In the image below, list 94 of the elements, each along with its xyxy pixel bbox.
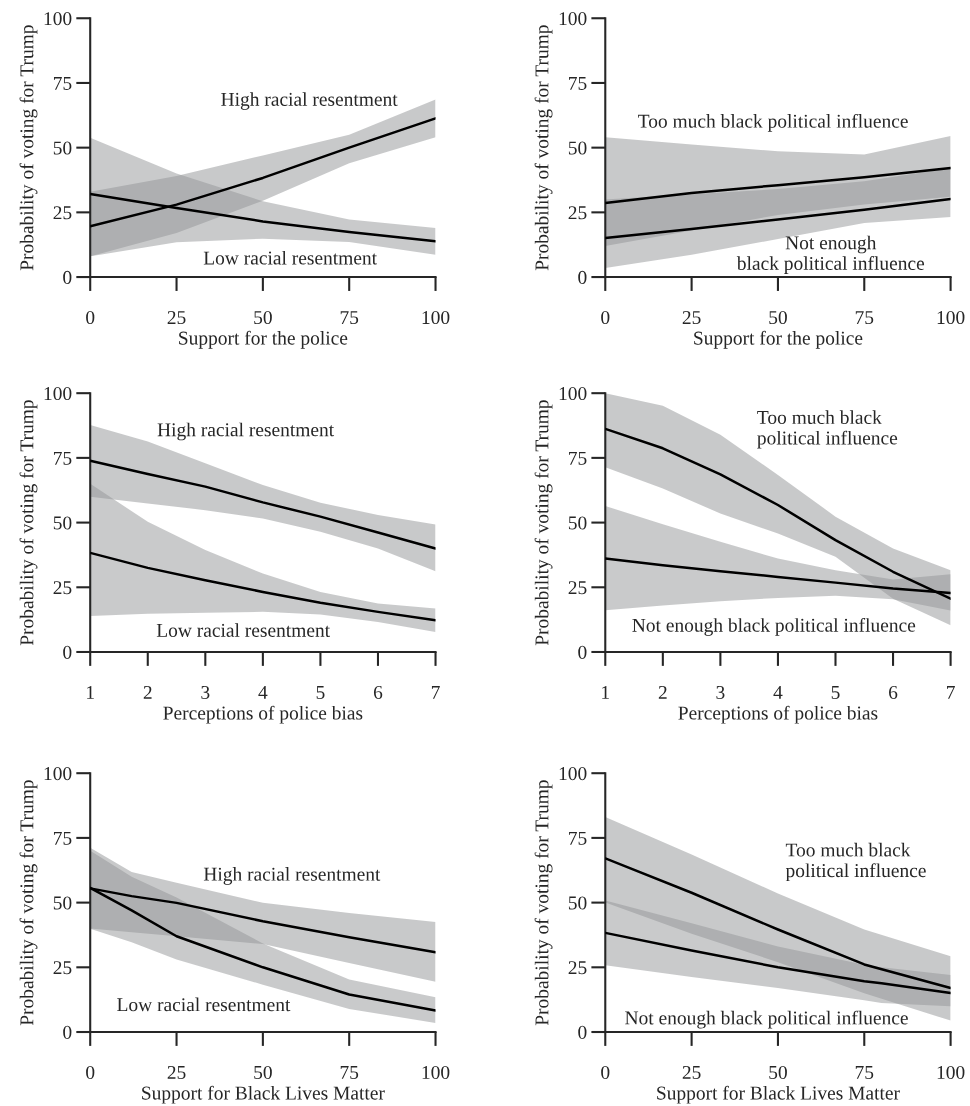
annotation: High racial resentment (203, 867, 381, 885)
x-tick-label: 100 (422, 1065, 450, 1080)
y-tick-label: 75 (53, 76, 72, 90)
y-tick-label: 100 (559, 12, 587, 26)
y-tick-label: 50 (568, 516, 587, 530)
x-tick-label: 75 (855, 311, 874, 325)
line-series (90, 459, 436, 550)
x-tick-label: 0 (601, 1065, 610, 1080)
x-tick-label: 100 (937, 1065, 965, 1080)
line-series (605, 166, 951, 205)
y-tick-label: 100 (44, 387, 72, 401)
y-tick-label: 75 (569, 451, 587, 465)
x-tick-label: 50 (769, 310, 787, 325)
x-tick-label: 6 (373, 685, 383, 699)
y-tick-label: 50 (568, 141, 587, 155)
y-tick-label: 100 (44, 12, 72, 26)
y-tick-label: 50 (53, 141, 72, 155)
x-tick-label: 75 (340, 311, 359, 325)
x-tick-label: 25 (682, 311, 701, 325)
y-axis-title: Probability of voting for Trump (534, 400, 553, 646)
x-tick-label: 4 (258, 686, 268, 699)
x-tick-label: 75 (855, 1066, 874, 1080)
annotation: Not enough black political influence (632, 617, 916, 636)
x-axis-title: Support for the police (694, 330, 863, 349)
y-tick-label: 100 (44, 767, 72, 781)
annotation: Not enough black political influence (625, 1010, 908, 1029)
y-axis-title: Probability of voting for Trump (19, 780, 38, 1026)
x-tick-label: 7 (947, 686, 955, 699)
y-tick-label: 25 (53, 961, 72, 975)
y-axis-title: Probability of voting for Trump (19, 25, 38, 271)
x-tick-label: 7 (431, 686, 440, 699)
x-tick-label: 3 (716, 685, 725, 699)
x-tick-label: 25 (682, 1065, 701, 1080)
x-tick-label: 0 (86, 310, 95, 325)
annotation: Low racial resentment (203, 250, 377, 265)
line-series (90, 551, 436, 622)
y-tick-label: 25 (568, 961, 587, 975)
x-tick-label: 4 (773, 686, 783, 699)
x-axis-title: Support for the police (179, 330, 348, 349)
x-axis-title: Perceptions of police bias (678, 705, 878, 724)
y-tick-label: 25 (53, 206, 72, 220)
y-tick-label: 75 (53, 831, 72, 845)
annotation: Low racial resentment (117, 997, 291, 1012)
annotation: Low racial resentment (156, 623, 330, 637)
y-tick-label: 75 (569, 76, 587, 90)
y-tick-label: 50 (568, 896, 587, 910)
line-series (605, 427, 951, 600)
annotation: Too much black political influence (638, 113, 908, 132)
x-tick-label: 0 (86, 1065, 95, 1080)
y-axis-title: Probability of voting for Trump (534, 780, 553, 1026)
x-axis-title: Perceptions of police bias (163, 705, 363, 724)
x-tick-label: 1 (87, 685, 94, 699)
annotation: High racial resentment (157, 422, 335, 441)
x-tick-label: 50 (254, 1065, 272, 1080)
y-tick-label: 0 (578, 645, 587, 659)
x-tick-label: 0 (601, 310, 610, 325)
x-tick-label: 25 (167, 1065, 186, 1080)
y-tick-label: 0 (63, 645, 72, 659)
x-tick-label: 2 (143, 685, 152, 699)
annotation: High racial resentment (221, 92, 398, 110)
line-series (605, 931, 951, 995)
x-tick-label: 100 (937, 310, 965, 325)
y-tick-label: 25 (53, 581, 72, 595)
y-axis-title: Probability of voting for Trump (19, 400, 38, 646)
y-tick-label: 75 (53, 451, 72, 465)
y-tick-label: 75 (569, 831, 587, 845)
y-tick-label: 25 (568, 581, 587, 595)
x-tick-label: 25 (167, 311, 186, 325)
y-tick-label: 50 (53, 516, 72, 530)
x-tick-label: 100 (422, 310, 450, 325)
x-axis-title: Support for Black Lives Matter (142, 1085, 385, 1104)
x-tick-label: 3 (201, 685, 210, 699)
annotation: Not enough black political influence (736, 235, 925, 274)
x-tick-label: 5 (831, 686, 840, 699)
x-tick-label: 1 (602, 685, 609, 699)
x-tick-label: 75 (340, 1066, 359, 1080)
y-tick-label: 100 (559, 767, 587, 781)
y-tick-label: 50 (53, 896, 72, 910)
x-tick-label: 5 (316, 686, 325, 699)
x-tick-label: 50 (254, 310, 272, 325)
annotation: Too much black political influence (785, 842, 926, 882)
y-tick-label: 100 (559, 387, 587, 401)
x-axis-title: Support for Black Lives Matter (657, 1085, 900, 1104)
y-tick-label: 0 (578, 1025, 587, 1039)
line-series (605, 857, 951, 990)
y-tick-label: 0 (63, 1025, 72, 1039)
y-tick-label: 0 (578, 270, 587, 284)
x-tick-label: 2 (658, 685, 667, 699)
x-tick-label: 6 (889, 685, 898, 699)
annotation: Too much black political influence (757, 410, 898, 449)
y-axis-title: Probability of voting for Trump (534, 25, 553, 271)
x-tick-label: 50 (769, 1065, 787, 1080)
y-tick-label: 25 (568, 206, 587, 220)
y-tick-label: 0 (63, 270, 72, 284)
